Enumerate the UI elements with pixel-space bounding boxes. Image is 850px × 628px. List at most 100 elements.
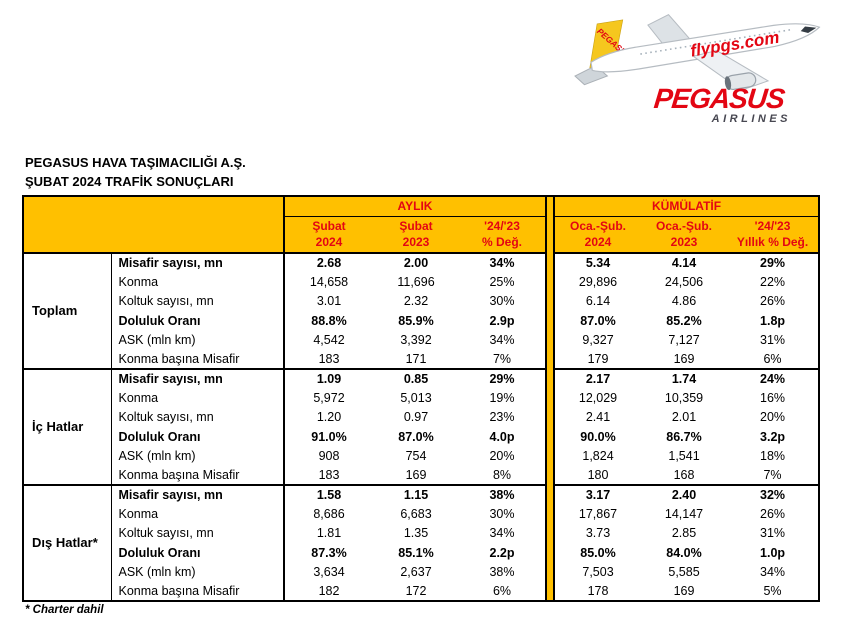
metric-label: Konma <box>111 388 285 408</box>
value-cell: 3.01 <box>316 294 342 309</box>
value-cell: 34% <box>489 526 515 541</box>
value-cell: 90.0% <box>580 429 616 444</box>
value-cell: 3,634 <box>313 564 345 579</box>
document-title: PEGASUS HAVA TAŞIMACILIĞI A.Ş. ŞUBAT 202… <box>25 153 246 191</box>
metric-label: Misafir sayısı, mn <box>111 483 285 505</box>
column-header-yearly-change: '24/'23 Yıllık % Değ. <box>727 216 820 254</box>
value-cell: 85.9% <box>398 313 434 328</box>
value-cell: 26% <box>760 506 786 521</box>
engine-intake <box>724 76 732 91</box>
value-cell: 5,972 <box>313 390 345 405</box>
table-row: Konma 5,972 5,013 19% 12,029 10,359 16% <box>23 388 819 408</box>
value-cell: 87.3% <box>311 545 347 560</box>
value-cell: 26% <box>760 294 786 309</box>
value-cell: 22% <box>760 274 786 289</box>
value-cell: 168 <box>673 467 695 482</box>
value-cell: 169 <box>673 351 695 366</box>
airplane-illustration: PEGASUS flypgs.com <box>574 14 821 91</box>
value-cell: 182 <box>318 583 340 598</box>
value-cell: 31% <box>760 332 786 347</box>
value-cell: 183 <box>318 467 340 482</box>
section-label-monthly: AYLIK <box>284 196 547 217</box>
section-divider-band <box>545 368 556 485</box>
group-label: Toplam <box>23 252 112 369</box>
value-cell: 85.0% <box>580 545 616 560</box>
value-cell: 5% <box>763 583 782 598</box>
value-cell: 11,696 <box>397 274 435 289</box>
pegasus-wordmark: PEGASUS AIRLINES <box>643 83 795 125</box>
value-cell: 2.68 <box>284 251 373 273</box>
value-cell: 6,683 <box>400 506 432 521</box>
value-cell: 23% <box>489 410 515 425</box>
value-cell: 85.2% <box>666 313 702 328</box>
value-cell: 908 <box>318 448 340 463</box>
table-row: Konma 8,686 6,683 30% 17,867 14,147 26% <box>23 504 819 524</box>
value-cell: 2.40 <box>641 483 728 505</box>
value-cell: 1.81 <box>316 526 342 541</box>
value-cell: 5,013 <box>400 390 432 405</box>
metric-label: Koltuk sayısı, mn <box>111 523 285 543</box>
table-row: Konma başına Misafir 182 172 6% 178 169 5% <box>23 581 819 601</box>
value-cell: 32% <box>727 483 820 505</box>
section-divider-band <box>545 253 556 369</box>
metric-label: Doluluk Oranı <box>111 310 285 331</box>
value-cell: 2.17 <box>554 367 642 389</box>
table-row: İç Hatlar Misafir sayısı, mn 1.09 0.85 29% 2.… <box>23 367 820 485</box>
value-cell: 86.7% <box>666 429 702 444</box>
value-cell: 1.74 <box>641 367 728 389</box>
window-row <box>640 28 793 55</box>
metric-label: Doluluk Oranı <box>111 542 285 563</box>
group-label: İç Hatlar <box>23 367 112 485</box>
metric-label: ASK (mln km) <box>111 562 285 582</box>
table-row: Koltuk sayısı, mn 3.01 2.32 30% 6.14 4.86 26% <box>23 291 819 311</box>
table-row: Koltuk sayısı, mn 1.20 0.97 23% 2.41 2.01 20% <box>23 407 819 427</box>
value-cell: 87.0% <box>580 313 616 328</box>
value-cell: 169 <box>673 583 695 598</box>
title-line-1: PEGASUS HAVA TAŞIMACILIĞI A.Ş. <box>25 155 246 170</box>
value-cell: 7,503 <box>582 564 614 579</box>
value-cell: 16% <box>760 390 786 405</box>
value-cell: 3.73 <box>585 526 611 541</box>
value-cell: 34% <box>760 564 786 579</box>
metric-label: Konma başına Misafir <box>111 349 285 369</box>
value-cell: 24,506 <box>664 274 704 289</box>
value-cell: 2,637 <box>400 564 432 579</box>
table-row: ASK (mln km) 3,634 2,637 38% 7,503 5,585 34% <box>23 562 819 582</box>
table-group: İç Hatlar Misafir sayısı, mn 1.09 0.85 29% 2.… <box>23 367 820 485</box>
value-cell: 18% <box>760 448 786 463</box>
metric-label: Koltuk sayısı, mn <box>111 407 285 427</box>
value-cell: 169 <box>405 467 427 482</box>
value-cell: 20% <box>489 448 515 463</box>
value-cell: 6% <box>492 583 512 598</box>
value-cell: 3.2p <box>760 429 786 444</box>
value-cell: 0.85 <box>373 367 459 389</box>
value-cell: 17,867 <box>578 506 618 521</box>
metric-label: Konma başına Misafir <box>111 581 285 601</box>
metric-label: Konma <box>111 504 285 524</box>
value-cell: 30% <box>489 506 515 521</box>
value-cell: 7% <box>763 467 782 482</box>
value-cell: 84.0% <box>666 545 702 560</box>
value-cell: 88.8% <box>311 313 347 328</box>
value-cell: 31% <box>760 526 786 541</box>
value-cell: 1.15 <box>373 483 459 505</box>
value-cell: 6.14 <box>585 294 611 309</box>
column-header-sub2023: Şubat 2023 <box>373 216 459 254</box>
value-cell: 30% <box>489 294 515 309</box>
column-header-monthly-change: '24/'23% Değ. <box>459 216 547 254</box>
cockpit-window <box>800 26 817 34</box>
value-cell: 1.58 <box>284 483 373 505</box>
metric-label: Koltuk sayısı, mn <box>111 291 285 311</box>
group-label: Dış Hatlar* <box>23 483 112 601</box>
value-cell: 19% <box>489 390 515 405</box>
value-cell: 183 <box>318 351 340 366</box>
column-header-cum2023: Oca.-Şub. 2023 <box>641 216 728 254</box>
value-cell: 1.8p <box>760 313 786 328</box>
table-header: AYLIK KÜMÜLATİF Şubat 2024 Şubat 2023 '24/… <box>23 196 820 254</box>
table-row: Dış Hatlar* Misafir sayısı, mn 1.58 1.15 38%… <box>23 483 820 601</box>
value-cell: 0.97 <box>403 410 429 425</box>
metric-label: Misafir sayısı, mn <box>111 367 285 389</box>
table-group: Toplam Misafir sayısı, mn 2.68 2.00 34% 5.34 4… <box>23 251 820 369</box>
footnote: * Charter dahil <box>25 604 104 616</box>
value-cell: 6% <box>763 351 782 366</box>
